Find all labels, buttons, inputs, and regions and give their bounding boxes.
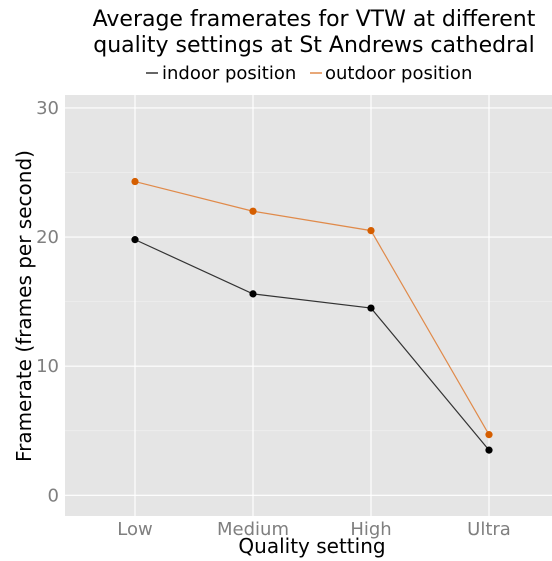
x-axis-title: Quality setting: [238, 534, 385, 558]
data-point-outdoor: [367, 226, 375, 235]
data-point-indoor: [249, 290, 257, 298]
legend-label-outdoor: outdoor position: [325, 63, 472, 84]
x-tick-label: Low: [117, 519, 152, 540]
y-tick-label: 30: [36, 98, 59, 119]
y-tick-label: 10: [36, 356, 59, 377]
series-layer: [131, 177, 493, 454]
x-tick-label: Ultra: [467, 519, 511, 540]
plot-panel: [65, 95, 552, 516]
x-tick-label: High: [350, 519, 391, 540]
y-axis-title: Framerate (frames per second): [12, 150, 36, 462]
tick-layer: 0 10 20 30 Low Medium High Ultra: [36, 98, 511, 540]
data-point-indoor: [367, 304, 375, 312]
series-line-indoor: [134, 239, 490, 451]
data-point-outdoor: [249, 207, 257, 215]
chart-title-line-2: quality settings at St Andrews cathedral: [93, 33, 534, 58]
chart-title-line-1: Average framerates for VTW at different: [93, 7, 536, 32]
series-line-outdoor: [134, 180, 490, 435]
legend-label-indoor: indoor position: [162, 63, 296, 84]
x-tick-label: Medium: [217, 519, 289, 540]
data-point-indoor: [131, 236, 139, 244]
data-point-outdoor: [485, 431, 493, 439]
y-tick-label: 0: [48, 485, 59, 506]
data-point-outdoor: [131, 177, 139, 186]
legend: indoor position outdoor position: [146, 63, 472, 84]
y-tick-label: 20: [36, 227, 59, 248]
gridlines: [65, 95, 552, 516]
data-point-indoor: [485, 446, 493, 454]
